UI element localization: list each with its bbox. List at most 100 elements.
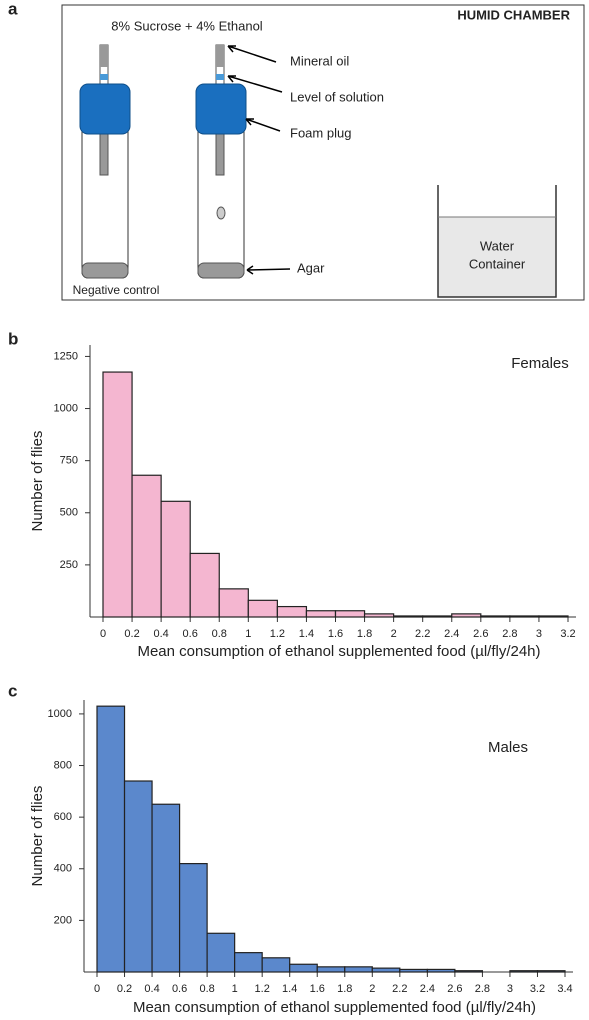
bar <box>344 966 373 973</box>
y-tick-label: 1250 <box>54 350 78 362</box>
tube <box>195 44 247 279</box>
annotation: Females <box>511 355 569 372</box>
bar <box>422 615 453 618</box>
y-tick-label: 400 <box>54 863 72 875</box>
bar <box>536 970 566 973</box>
bar <box>454 970 484 973</box>
y-tick-label: 1000 <box>54 402 78 414</box>
x-tick-label: 2 <box>369 983 375 995</box>
x-tick-label: 2 <box>391 628 397 640</box>
x-tick-label: 2.8 <box>502 628 517 640</box>
bar <box>96 705 126 973</box>
bar <box>363 613 395 618</box>
bar <box>480 615 511 618</box>
chamber-title: HUMID CHAMBER <box>457 7 570 22</box>
bar <box>206 932 236 973</box>
x-tick-label: 3 <box>507 983 513 995</box>
x-tick-label: 2.6 <box>473 628 488 640</box>
y-tick-label: 200 <box>54 914 72 926</box>
chart: b 250 500 750 1000 1250 0 0.2 0.4 0.6 0.8 1 1.2 1.4 1.… <box>8 329 576 660</box>
x-axis-label: Mean consumption of ethanol supplemented… <box>133 999 536 1016</box>
bar <box>399 968 428 973</box>
y-axis-label: Number of flies <box>29 431 46 532</box>
x-tick-label: 1.2 <box>255 983 270 995</box>
x-tick-label: 2.2 <box>415 628 430 640</box>
bar <box>276 605 308 618</box>
chart: c 200 400 600 800 1000 0 0.2 0.4 0.6 0.8 1 1.2 1.4 1.6… <box>8 681 573 1016</box>
x-tick-label: 2.2 <box>392 983 407 995</box>
tube <box>79 44 131 279</box>
y-axis-label: Number of flies <box>29 786 46 887</box>
x-tick-label: 0.4 <box>144 983 159 995</box>
bar <box>261 957 291 973</box>
x-tick-label: 2.4 <box>444 628 459 640</box>
chamber-box <box>61 4 585 301</box>
x-tick-label: 1 <box>245 628 251 640</box>
label-foam: Foam plug <box>290 125 351 140</box>
x-tick-label: 1.8 <box>337 983 352 995</box>
label-agar: Agar <box>297 260 325 275</box>
bar <box>160 500 191 618</box>
x-tick-label: 0 <box>94 983 100 995</box>
x-tick-label: 1.2 <box>270 628 285 640</box>
y-tick-label: 250 <box>60 559 78 571</box>
panel-label: b <box>8 329 18 348</box>
y-tick-label: 1000 <box>48 708 72 720</box>
bar <box>289 963 318 973</box>
arrows <box>227 45 291 275</box>
bar <box>509 615 540 618</box>
bar <box>451 613 482 618</box>
panel-label: c <box>8 681 17 700</box>
x-tick-label: 2.6 <box>447 983 462 995</box>
panel-a: a HUMID CHAMBER 8% Sucrose + 4% Ethanol <box>8 0 585 301</box>
x-tick-label: 3 <box>536 628 542 640</box>
x-tick-label: 3.2 <box>560 628 575 640</box>
bar <box>131 474 162 618</box>
label-level: Level of solution <box>290 89 384 104</box>
x-axis-label: Mean consumption of ethanol supplemented… <box>137 643 540 660</box>
panel-label: a <box>8 0 18 18</box>
bar <box>218 588 249 618</box>
x-tick-label: 0.4 <box>153 628 168 640</box>
label-control: Negative control <box>73 283 160 297</box>
bar <box>371 967 401 973</box>
x-tick-label: 0 <box>100 628 106 640</box>
x-tick-label: 1.6 <box>310 983 325 995</box>
bar <box>393 615 424 618</box>
bar <box>234 952 263 973</box>
x-tick-label: 1.6 <box>328 628 343 640</box>
water <box>438 217 556 297</box>
bar <box>509 970 539 973</box>
bar <box>178 862 208 973</box>
x-tick-label: 3.4 <box>557 983 572 995</box>
bar <box>102 371 133 618</box>
x-tick-label: 1.8 <box>357 628 372 640</box>
x-tick-label: 1.4 <box>299 628 314 640</box>
bar <box>151 803 181 973</box>
bar <box>538 615 569 618</box>
bar <box>247 599 278 618</box>
x-tick-label: 0.2 <box>124 628 139 640</box>
container <box>437 185 557 298</box>
y-tick-label: 500 <box>60 507 78 519</box>
container-label: Container <box>469 256 526 271</box>
bar <box>426 968 456 973</box>
bar <box>305 610 337 618</box>
x-tick-label: 1.4 <box>282 983 297 995</box>
solution-label: 8% Sucrose + 4% Ethanol <box>111 18 263 33</box>
x-tick-label: 3.2 <box>530 983 545 995</box>
bar <box>189 552 220 618</box>
x-tick-label: 0.6 <box>183 628 198 640</box>
bar <box>316 966 346 973</box>
x-tick-label: 0.6 <box>172 983 187 995</box>
bar <box>123 780 153 973</box>
label-mineral-oil: Mineral oil <box>290 53 349 68</box>
x-tick-label: 2.4 <box>420 983 435 995</box>
x-tick-label: 2.8 <box>475 983 490 995</box>
x-tick-label: 0.8 <box>199 983 214 995</box>
y-tick-label: 800 <box>54 759 72 771</box>
x-tick-label: 1 <box>232 983 238 995</box>
y-tick-label: 750 <box>60 455 78 467</box>
y-tick-label: 600 <box>54 811 72 823</box>
